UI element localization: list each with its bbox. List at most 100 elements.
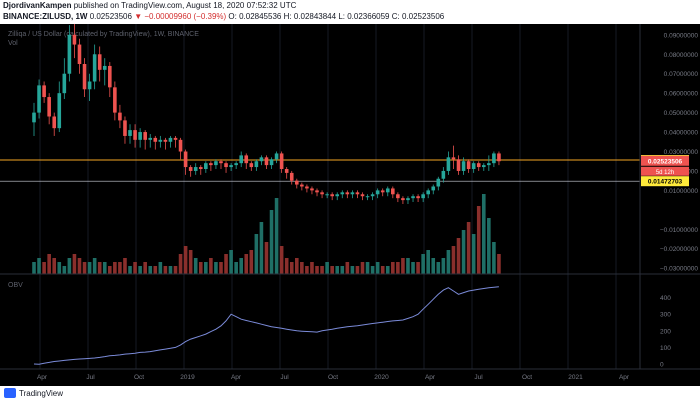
candle-body <box>365 196 370 198</box>
ohlc-line: BINANCE:ZILUSD, 1W 0.02523506 ▼ −0.00009… <box>3 12 444 21</box>
volume-bar <box>335 266 340 274</box>
price-tick-label: 0.04000000 <box>664 130 699 137</box>
price-badge-last-bg <box>641 155 689 166</box>
price-tick-label: −0.01000000 <box>660 227 699 234</box>
candle-body <box>259 157 264 162</box>
candle-body <box>421 194 425 199</box>
obv-axis: 400 300 200 100 0 <box>660 295 671 368</box>
volume-bar <box>305 266 309 274</box>
volume-bar <box>325 262 329 274</box>
candle-body <box>289 172 294 181</box>
volume-bar <box>345 262 350 274</box>
candle-body <box>188 167 193 171</box>
volume-bar <box>148 266 153 274</box>
change-arrow: ▼ <box>134 12 143 21</box>
chart-header: DjordivanKampen published on TradingView… <box>0 0 700 24</box>
volume-bar <box>37 258 41 274</box>
volume-bar <box>391 262 395 274</box>
volume-bar <box>471 234 476 274</box>
obv-tick-label: 0 <box>660 362 664 369</box>
volume-bar <box>481 194 486 274</box>
candle-body <box>355 192 360 195</box>
candle-body <box>315 190 319 193</box>
candle-body <box>476 163 481 168</box>
price-axis: 0.09000000 0.08000000 0.07000000 0.06000000… <box>639 24 699 369</box>
volume-bar <box>320 266 324 274</box>
volume-bar <box>310 262 314 274</box>
volume-bar <box>92 258 97 274</box>
price-tick-label: 0.03000000 <box>664 149 699 156</box>
candle-body <box>82 64 87 90</box>
volume-bar <box>284 258 289 274</box>
volume-bar <box>315 266 319 274</box>
candle-body <box>219 161 223 164</box>
time-tick-label: Oct <box>328 374 338 381</box>
candle-body <box>426 190 430 195</box>
candle-body <box>118 112 122 121</box>
candle-body <box>436 178 441 187</box>
chart-area[interactable]: Zilliqa / US Dollar (calculated by Tradi… <box>0 24 700 386</box>
volume-bar <box>476 206 481 274</box>
candle-body <box>310 188 314 191</box>
volume-bar <box>269 210 274 274</box>
time-tick-label: Oct <box>134 374 144 381</box>
tradingview-logo[interactable]: TradingView <box>4 388 63 398</box>
volume-bar <box>355 266 360 274</box>
candle-body <box>143 132 147 140</box>
time-tick-label: Apr <box>231 374 242 381</box>
volume-bar <box>426 250 430 274</box>
candle-body <box>451 157 456 160</box>
obv-label: OBV <box>8 282 23 289</box>
candle-body <box>138 132 142 140</box>
tradingview-logo-icon <box>4 388 16 398</box>
volume-bar <box>163 266 168 274</box>
time-tick-label: Apr <box>425 374 436 381</box>
volume-bar <box>411 262 415 274</box>
candle-body <box>350 192 355 195</box>
volume-bar <box>52 258 57 274</box>
candle-body <box>173 137 178 140</box>
volume-bar <box>158 262 163 274</box>
volume-bar <box>133 262 137 274</box>
candle-body <box>446 157 451 171</box>
candle-body <box>249 163 254 168</box>
volume-bar <box>72 254 77 274</box>
price-tick-label: 0.06000000 <box>664 91 699 98</box>
countdown-badge: 5d 12h <box>656 170 674 176</box>
candle-body <box>62 73 67 94</box>
volume-bar <box>239 258 244 274</box>
candle-body <box>481 165 486 168</box>
volume-bar <box>153 266 158 274</box>
price-tick-label: −0.03000000 <box>660 266 699 273</box>
price-badge-last: 0.02523506 <box>648 158 683 165</box>
volume-bar <box>138 266 142 274</box>
obv-tick-label: 200 <box>660 328 671 335</box>
volume-bar <box>178 254 183 274</box>
candle-body <box>406 198 410 201</box>
volume-bar <box>421 254 425 274</box>
grid <box>39 24 617 369</box>
candle-body <box>87 81 92 90</box>
volume-bar <box>234 262 238 274</box>
volume-bar <box>300 262 304 274</box>
candle-body <box>360 194 365 197</box>
volume-bar <box>77 258 82 274</box>
candles <box>32 24 501 204</box>
volume-bar <box>274 198 279 274</box>
volume-bar <box>62 266 67 274</box>
volume-bar <box>436 262 441 274</box>
candle-body <box>168 137 173 142</box>
time-tick-label: Apr <box>619 374 630 381</box>
time-axis: Apr Jul Oct 2019 Apr Jul Oct 2020 Apr Jul Oct 2021 A… <box>0 368 700 381</box>
candle-body <box>335 194 340 197</box>
candle-body <box>148 137 153 140</box>
author-name[interactable]: DjordivanKampen <box>3 1 72 10</box>
volume-bar <box>118 262 122 274</box>
publication-line: DjordivanKampen published on TradingView… <box>3 1 296 10</box>
candle-body <box>72 34 77 45</box>
candle-body <box>153 137 158 142</box>
volume-bar <box>375 262 380 274</box>
volume-bar <box>350 266 355 274</box>
chart-svg[interactable]: Zilliqa / US Dollar (calculated by Tradi… <box>0 24 700 386</box>
